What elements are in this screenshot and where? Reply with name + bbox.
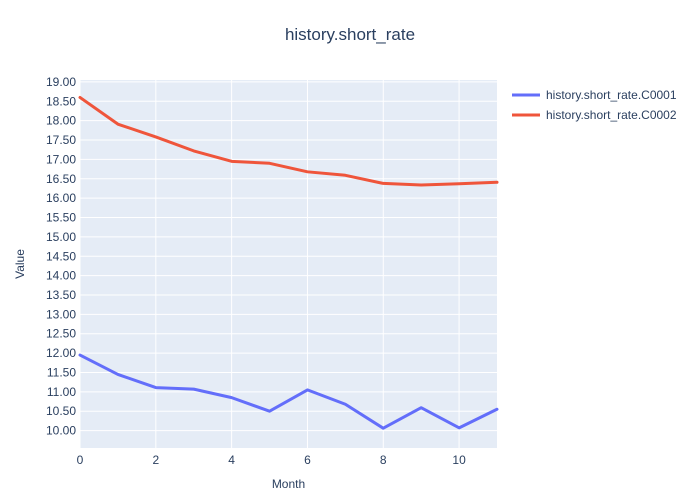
y-tick-label: 16.50 [46,172,76,186]
y-tick-label: 18.00 [46,114,76,128]
plot-area [80,80,497,448]
y-tick-label: 15.00 [46,230,76,244]
y-tick-label: 15.50 [46,211,76,225]
legend-item-2[interactable]: history.short_rate.C0002 [512,108,677,122]
x-tick-label: 0 [77,453,84,467]
x-tick-label: 8 [380,453,387,467]
x-tick-label: 6 [304,453,311,467]
y-tick-label: 13.00 [46,307,76,321]
x-tick-label: 10 [452,453,466,467]
series-line-2 [78,95,499,187]
grid-lines [79,80,497,448]
y-tick-label: 19.00 [46,75,76,89]
chart-title: history.short_rate [285,25,415,44]
x-axis-ticks: 0 2 4 6 8 10 [77,453,466,467]
y-tick-label: 18.50 [46,94,76,108]
y-tick-label: 17.50 [46,133,76,147]
y-axis-title: Value [13,249,27,279]
legend-label: history.short_rate.C0002 [546,108,677,122]
y-tick-label: 17.00 [46,152,76,166]
y-tick-label: 12.00 [46,346,76,360]
y-tick-label: 10.00 [46,424,76,438]
y-tick-label: 14.50 [46,249,76,263]
series-lines [78,95,499,430]
y-tick-label: 12.50 [46,327,76,341]
y-tick-label: 10.50 [46,404,76,418]
legend-item-1[interactable]: history.short_rate.C0001 [512,88,677,102]
x-tick-label: 2 [152,453,159,467]
x-axis-title: Month [272,477,305,491]
y-tick-label: 11.50 [47,365,76,379]
y-tick-label: 16.00 [46,191,76,205]
series-line-1 [78,353,499,430]
x-tick-label: 4 [228,453,235,467]
y-tick-label: 14.00 [46,269,76,283]
legend-label: history.short_rate.C0001 [546,88,677,102]
y-tick-label: 13.50 [46,288,76,302]
y-axis-ticks: 10.00 10.50 11.00 11.50 12.00 12.50 13.00 13.50… [46,75,76,438]
y-tick-label: 11.00 [47,385,76,399]
legend[interactable]: history.short_rate.C0001 history.short_ra… [512,88,677,122]
